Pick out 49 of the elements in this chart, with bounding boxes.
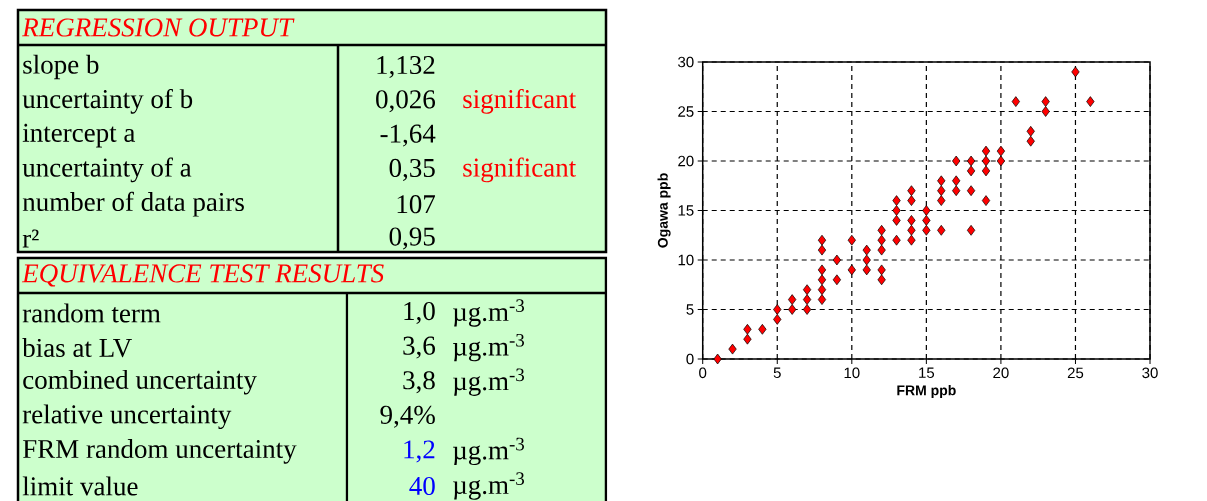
data-label: 3,6 xyxy=(403,336,436,359)
text: µg.m$^{-3}$ xyxy=(453,299,525,327)
x-tick-label: 10 xyxy=(844,367,860,379)
text: EQUIVALENCE TEST RESULTS xyxy=(21,264,384,287)
x-tick-label: 5 xyxy=(773,367,781,378)
data-label: 0,026 xyxy=(376,90,436,113)
data-label: 107 xyxy=(397,195,436,214)
category-label: limit value xyxy=(22,476,138,496)
category-label: relative uncertainty xyxy=(22,404,232,430)
y-tick-label: 5 xyxy=(686,304,694,315)
category-label: FRM random uncertainty xyxy=(22,439,297,464)
category-label: uncertainty of b xyxy=(22,88,193,114)
data-label: 40 xyxy=(409,476,435,496)
text: µg.m$^{-3}$ xyxy=(453,333,525,362)
y-tick-label: 25 xyxy=(678,106,694,117)
x-tick-label: 15 xyxy=(919,367,935,378)
category-label: intercept a xyxy=(22,123,136,148)
text: µg.m$^{-3}$ xyxy=(453,472,525,500)
category-label: number of data pairs xyxy=(22,191,244,217)
x-tick-label: 0 xyxy=(699,367,707,379)
y-tick-label: 0 xyxy=(686,353,694,365)
data-label: 1,132 xyxy=(377,55,435,79)
text: REGRESSION OUTPUT xyxy=(22,18,295,37)
data-label: 0,35 xyxy=(389,158,435,181)
y-tick-label: 30 xyxy=(678,56,694,68)
y-tick-label: 15 xyxy=(678,205,694,216)
text: µg.m$^{-3}$ xyxy=(453,368,525,396)
data-label: 1,0 xyxy=(404,301,435,325)
data-label: 0,95 xyxy=(389,227,435,250)
x-tick-label: 20 xyxy=(993,367,1009,379)
data-label: 9,4% xyxy=(380,405,435,428)
category-label: random term xyxy=(22,303,161,323)
data-label: -1,64 xyxy=(380,124,436,147)
category-label: uncertainty of a xyxy=(22,157,192,183)
x-axis-title: FRM ppb xyxy=(897,385,956,399)
text: significant xyxy=(463,157,577,183)
data-label: 1,2 xyxy=(404,440,435,463)
x-tick-label: 25 xyxy=(1067,367,1084,379)
y-tick-label: 10 xyxy=(678,254,694,266)
text: µg.m$^{-3}$ xyxy=(453,437,525,466)
y-axis-title: Ogawa ppb xyxy=(657,173,671,248)
category-label: bias at LV xyxy=(22,338,132,358)
data-label: 3,8 xyxy=(403,371,435,394)
x-tick-label: 30 xyxy=(1142,367,1158,379)
text: significant xyxy=(463,88,577,114)
category-label: combined uncertainty xyxy=(23,369,257,395)
category-label: r² xyxy=(22,229,39,248)
category-label: slope b xyxy=(23,54,99,80)
y-tick-label: 20 xyxy=(678,155,694,167)
